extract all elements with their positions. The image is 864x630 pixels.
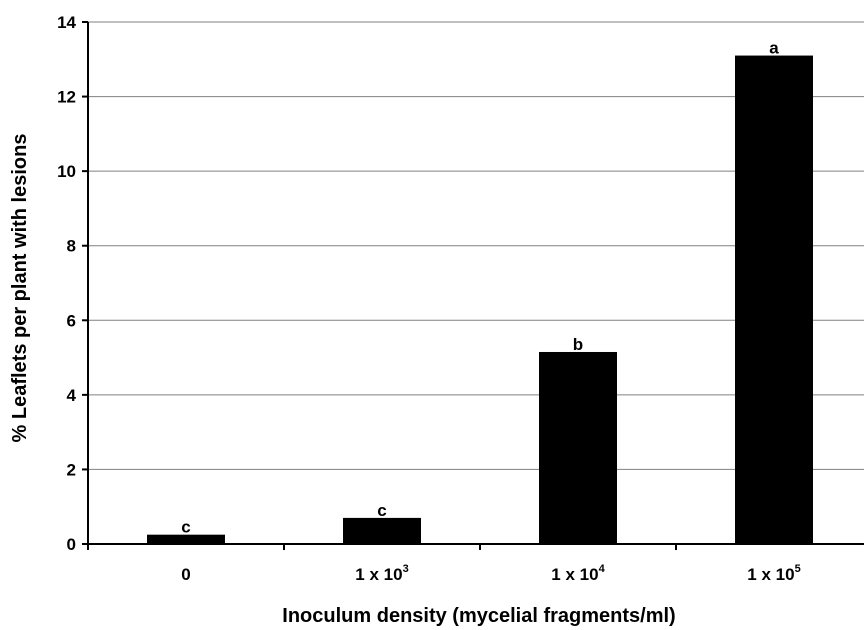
y-axis-title: % Leaflets per plant with lesions bbox=[9, 134, 31, 443]
y-tick-label: 6 bbox=[67, 311, 76, 330]
bar-letter-label: c bbox=[181, 518, 190, 537]
y-tick-label: 4 bbox=[67, 386, 77, 405]
bar bbox=[539, 351, 617, 544]
gridlines bbox=[88, 21, 864, 470]
bar bbox=[735, 55, 813, 545]
x-tick-label-exponent: 3 bbox=[403, 563, 409, 575]
bars bbox=[147, 55, 813, 545]
y-tick-label: 2 bbox=[67, 460, 76, 479]
x-tick-label: 0 bbox=[181, 565, 190, 584]
x-tick-label: 1 x 104 bbox=[551, 563, 605, 584]
x-tick-label: 1 x 103 bbox=[355, 563, 408, 584]
y-tick-label: 10 bbox=[57, 162, 76, 181]
x-tick-label-base: 1 x 10 bbox=[747, 565, 794, 584]
y-tick-label: 12 bbox=[57, 88, 76, 107]
x-tick-label: 1 x 105 bbox=[747, 563, 800, 584]
bar-letter-labels: c c b a bbox=[181, 39, 779, 537]
bar-letter-label: a bbox=[769, 39, 779, 58]
y-tick-label: 0 bbox=[67, 535, 76, 554]
bar-letter-label: b bbox=[573, 335, 583, 354]
x-tick-label-exponent: 4 bbox=[599, 563, 606, 575]
x-tick-label-base: 1 x 10 bbox=[355, 565, 402, 584]
x-tick-label-base: 0 bbox=[181, 565, 190, 584]
y-tick-label: 14 bbox=[57, 13, 76, 32]
bar bbox=[147, 534, 225, 544]
y-tick-label: 8 bbox=[67, 237, 76, 256]
x-axis-title: Inoculum density (mycelial fragments/ml) bbox=[282, 605, 675, 627]
bar bbox=[343, 517, 421, 544]
bar-letter-label: c bbox=[377, 501, 386, 520]
x-tick-label-base: 1 x 10 bbox=[551, 565, 598, 584]
y-axis-ticks: 0 2 4 6 8 10 12 14 bbox=[57, 13, 88, 554]
x-tick-label-exponent: 5 bbox=[795, 563, 801, 575]
